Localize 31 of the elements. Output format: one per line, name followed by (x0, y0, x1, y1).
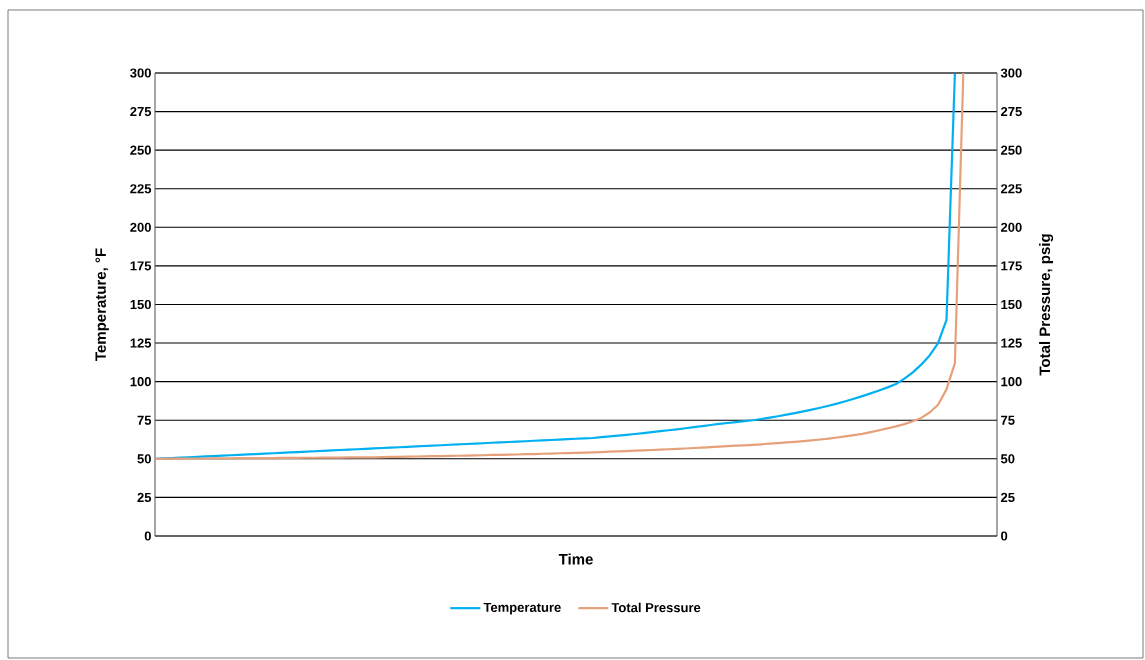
y2-axis-title: Total Pressure, psig (1039, 234, 1054, 376)
y2-tick-label: 150 (1001, 299, 1022, 310)
y2-tick-label: 300 (1000, 68, 1022, 78)
y-tick-label: 100 (130, 377, 151, 387)
y-tick-label: 25 (137, 492, 152, 502)
legend-label: Total Pressure (611, 602, 701, 613)
y2-tick-label: 125 (1001, 338, 1022, 348)
y-tick-label: 225 (130, 184, 152, 194)
y2-tick-label: 0 (1001, 531, 1008, 541)
y-tick-label: 200 (130, 222, 151, 232)
legend-label: Temperature (483, 602, 561, 615)
y2-tick-label: 25 (1000, 492, 1015, 502)
y2-tick-label: 50 (1000, 454, 1015, 464)
y-tick-label: 275 (130, 106, 152, 117)
y2-tick-label: 100 (1001, 377, 1022, 387)
y2-tick-label: 75 (1001, 415, 1015, 425)
y-tick-label: 50 (137, 454, 151, 464)
y-tick-label: 250 (130, 145, 151, 155)
y2-tick-label: 250 (1000, 145, 1022, 155)
y2-tick-label: 175 (1001, 261, 1022, 271)
y2-tick-label: 200 (1000, 222, 1022, 232)
y-tick-label: 300 (130, 68, 151, 78)
y2-tick-label: 275 (1000, 106, 1022, 117)
x-axis-title: Time (558, 553, 593, 565)
y-axis-title: Temperature, °F (95, 248, 109, 361)
y-tick-label: 150 (130, 299, 151, 310)
y2-tick-label: 225 (1000, 184, 1022, 194)
y-tick-label: 175 (130, 261, 152, 271)
y-tick-label: 0 (144, 531, 151, 541)
y-tick-label: 125 (130, 338, 152, 348)
y-tick-label: 75 (137, 415, 152, 425)
